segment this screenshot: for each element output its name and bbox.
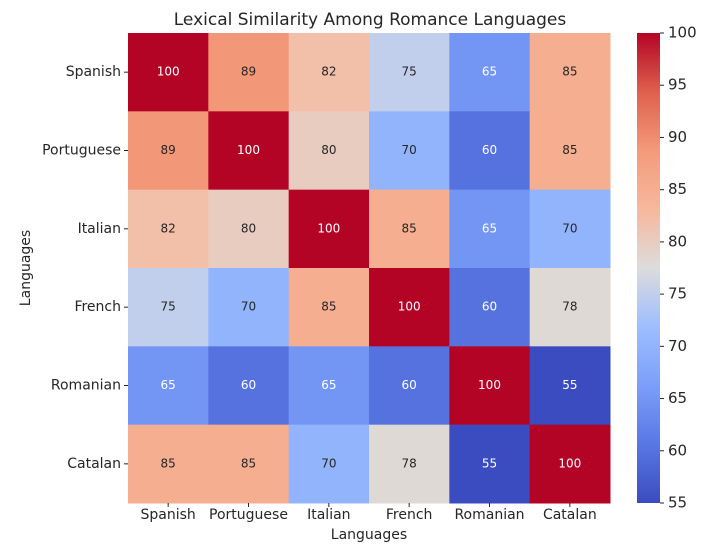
cell-label: 55 — [482, 456, 497, 470]
colorbar-tick-label: 85 — [668, 180, 687, 198]
heatmap-cell — [128, 268, 209, 347]
heatmap-cell — [369, 346, 450, 426]
heatmap-cell — [369, 424, 450, 504]
heatmap-cell — [449, 33, 531, 112]
cell-label: 89 — [241, 65, 256, 79]
heatmap-cell — [529, 268, 611, 347]
colorbar-tick-label: 80 — [668, 232, 687, 250]
heatmap-cell — [128, 33, 209, 112]
x-tick-label: Italian — [307, 507, 350, 523]
cell-label: 60 — [402, 378, 417, 392]
cell-label: 65 — [482, 221, 497, 235]
colorbar-tick-label: 100 — [668, 24, 697, 42]
cell-label: 75 — [402, 65, 417, 79]
cell-label: 100 — [317, 221, 340, 235]
heatmap-cell — [288, 346, 370, 426]
cell-label: 85 — [241, 456, 256, 470]
chart-title: Lexical Similarity Among Romance Languag… — [174, 10, 567, 30]
heatmap-cell — [208, 346, 290, 426]
y-tick-label: French — [74, 299, 121, 315]
cell-label: 85 — [402, 221, 417, 235]
heatmap-cell — [369, 268, 450, 347]
cell-label: 85 — [321, 300, 336, 314]
cell-label: 75 — [161, 300, 176, 314]
x-tick-label: Portuguese — [209, 507, 288, 523]
cell-label: 82 — [321, 65, 336, 79]
heatmap-cell — [288, 268, 370, 347]
cell-label: 100 — [478, 378, 501, 392]
cell-label: 100 — [558, 456, 581, 470]
heatmap-cell — [529, 33, 611, 112]
heatmap-cell — [529, 111, 611, 191]
colorbar-tick-label: 70 — [668, 337, 687, 355]
heatmap-cell — [529, 346, 611, 426]
y-tick-label: Catalan — [67, 456, 121, 472]
heatmap-cell — [449, 189, 531, 269]
heatmap-cell — [288, 189, 370, 269]
cell-label: 70 — [321, 456, 336, 470]
colorbar-tick-label: 75 — [668, 285, 687, 303]
colorbar — [637, 33, 660, 503]
heatmap-cell — [288, 33, 370, 112]
cell-label: 89 — [161, 143, 176, 157]
cell-label: 100 — [157, 65, 180, 79]
cell-label: 60 — [241, 378, 256, 392]
heatmap-cell — [208, 189, 290, 269]
heatmap-cell — [288, 424, 370, 504]
x-tick-label: Romanian — [454, 507, 524, 523]
colorbar-tick-label: 65 — [668, 389, 687, 407]
colorbar-tick-label: 95 — [668, 76, 687, 94]
y-tick-label: Romanian — [51, 378, 121, 394]
y-tick-label: Italian — [78, 221, 121, 237]
x-tick-label: French — [386, 507, 433, 523]
heatmap-cell — [128, 346, 209, 426]
y-axis-label: Languages — [18, 230, 34, 306]
cell-label: 80 — [241, 221, 256, 235]
cell-label: 65 — [321, 378, 336, 392]
heatmap-cell — [208, 111, 290, 191]
heatmap-cell — [288, 111, 370, 191]
heatmap-cell — [208, 33, 290, 112]
colorbar-tick-label: 60 — [668, 441, 687, 459]
heatmap-cell — [208, 424, 290, 504]
cell-label: 78 — [562, 300, 577, 314]
cell-label: 85 — [562, 143, 577, 157]
cell-label: 82 — [161, 221, 176, 235]
x-tick-label: Spanish — [141, 507, 196, 523]
cell-label: 100 — [398, 300, 421, 314]
x-axis-label: Languages — [331, 527, 407, 543]
colorbar-tick-label: 90 — [668, 128, 687, 146]
heatmap-cell — [449, 346, 531, 426]
cell-label: 85 — [161, 456, 176, 470]
cell-label: 70 — [562, 221, 577, 235]
cell-label: 65 — [482, 65, 497, 79]
cell-label: 80 — [321, 143, 336, 157]
cell-label: 55 — [562, 378, 577, 392]
heatmap-cell — [369, 189, 450, 269]
cell-label: 85 — [562, 65, 577, 79]
heatmap-cell — [128, 189, 209, 269]
heatmap-cell — [529, 424, 611, 504]
y-tick-label: Spanish — [66, 64, 121, 80]
cell-label: 78 — [402, 456, 417, 470]
heatmap-cell — [449, 111, 531, 191]
heatmap-cell — [529, 189, 611, 269]
cell-label: 70 — [402, 143, 417, 157]
cell-label: 60 — [482, 300, 497, 314]
heatmap-cell — [208, 268, 290, 347]
heatmap-cell — [449, 268, 531, 347]
x-tick-label: Catalan — [543, 507, 597, 523]
cell-label: 65 — [161, 378, 176, 392]
cell-label: 60 — [482, 143, 497, 157]
cell-label: 70 — [241, 300, 256, 314]
cell-label: 100 — [237, 143, 260, 157]
heatmap-cell — [449, 424, 531, 504]
y-tick-label: Portuguese — [42, 143, 121, 159]
heatmap-cell — [128, 111, 209, 191]
heatmap-cell — [128, 424, 209, 504]
heatmap-cell — [369, 33, 450, 112]
heatmap-cell — [369, 111, 450, 191]
colorbar-tick-label: 55 — [668, 494, 687, 512]
